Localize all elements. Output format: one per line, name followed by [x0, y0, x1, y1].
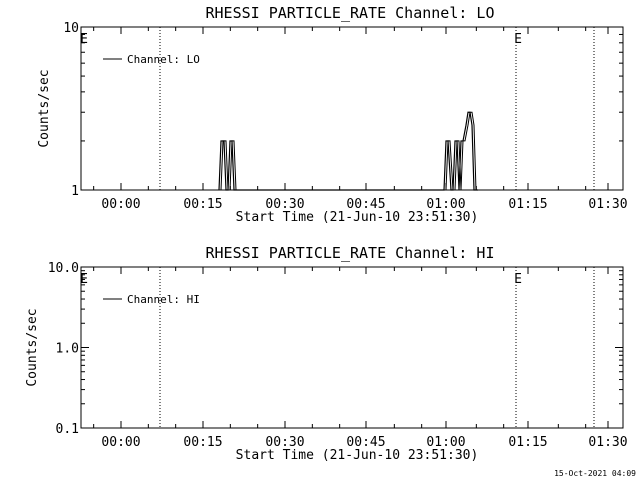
- x-tick-label: 00:45: [346, 197, 385, 212]
- plot-frame: [80, 266, 624, 429]
- x-tick-label: 00:15: [183, 435, 222, 450]
- x-axis-label: Start Time (21-Jun-10 23:51:30): [236, 210, 479, 225]
- event-marker-label: E: [514, 32, 522, 47]
- series-line-channel-lo-edge: [220, 111, 480, 191]
- event-marker-label: E: [80, 32, 88, 47]
- x-tick-label: 00:30: [265, 197, 304, 212]
- footer-timestamp: 15-Oct-2021 04:09: [554, 469, 636, 478]
- y-tick-label: 10.0: [48, 261, 79, 276]
- y-tick-label: 1: [71, 184, 79, 199]
- legend-label: Channel: LO: [127, 53, 200, 66]
- plot-frame: [80, 26, 624, 191]
- chart-title: RHESSI PARTICLE_RATE Channel: LO: [206, 4, 495, 22]
- x-tick-label: 01:15: [508, 197, 547, 212]
- x-tick-label: 01:00: [426, 197, 465, 212]
- x-tick-label: 00:15: [183, 197, 222, 212]
- y-axis-label: Counts/sec: [25, 308, 40, 386]
- x-tick-label: 00:30: [265, 435, 304, 450]
- event-marker-label: E: [80, 272, 88, 287]
- series-line-channel-lo: [218, 111, 478, 191]
- x-tick-label: 01:30: [588, 435, 627, 450]
- y-tick-label: 10: [63, 21, 79, 36]
- y-axis-label: Counts/sec: [37, 69, 52, 147]
- x-tick-label: 01:15: [508, 435, 547, 450]
- x-axis-label: Start Time (21-Jun-10 23:51:30): [236, 448, 479, 463]
- x-tick-label: 01:30: [588, 197, 627, 212]
- y-tick-label: 0.1: [56, 422, 79, 437]
- x-tick-label: 00:45: [346, 435, 385, 450]
- event-marker-label: E: [514, 272, 522, 287]
- x-tick-label: 00:00: [101, 197, 140, 212]
- x-tick-label: 00:00: [101, 435, 140, 450]
- chart-title: RHESSI PARTICLE_RATE Channel: HI: [206, 244, 495, 262]
- y-tick-label: 1.0: [56, 342, 79, 357]
- legend-label: Channel: HI: [127, 293, 200, 306]
- x-tick-label: 01:00: [426, 435, 465, 450]
